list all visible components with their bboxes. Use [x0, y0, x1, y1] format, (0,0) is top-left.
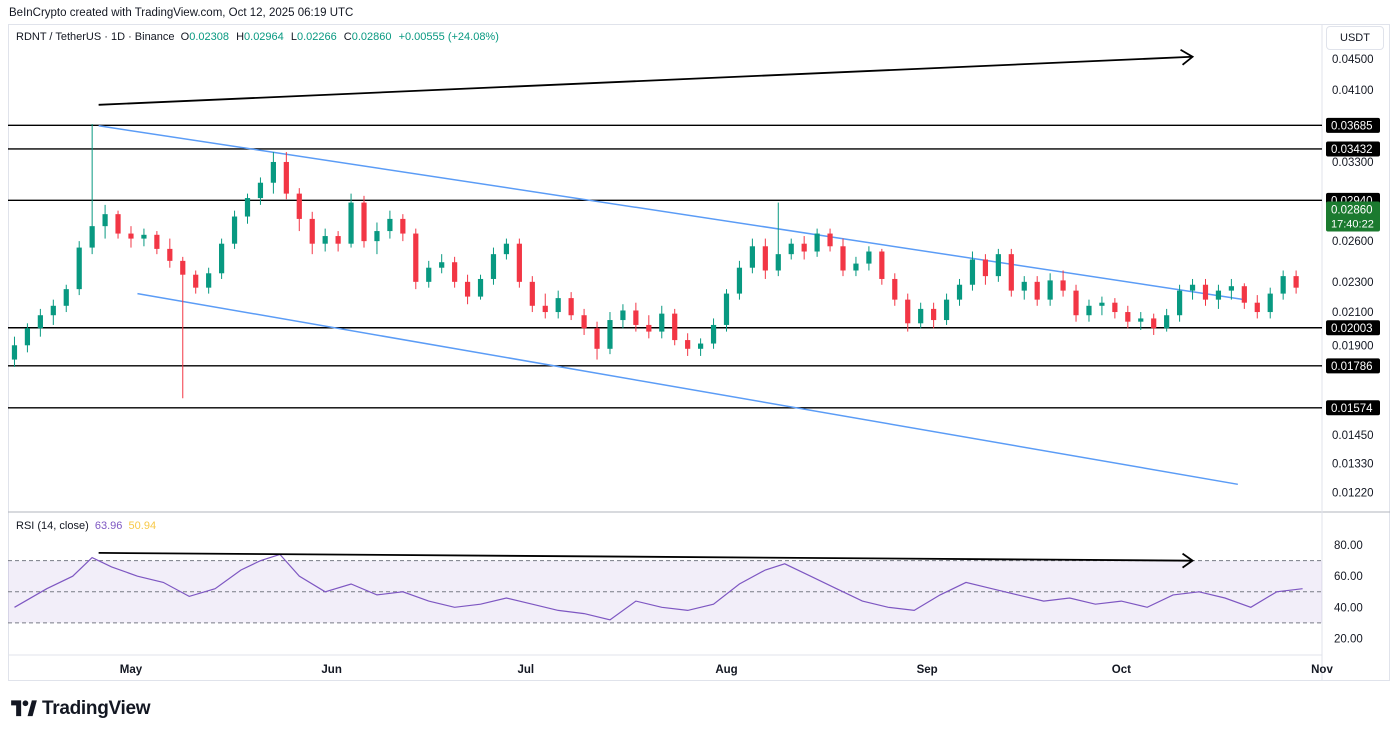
open-label: O — [180, 31, 190, 43]
brand-name: TradingView — [42, 698, 151, 719]
brand: TradingView — [10, 698, 151, 720]
change-value: +0.00555 (+24.08%) — [398, 31, 499, 43]
open-value: 0.02308 — [189, 31, 229, 43]
close-label: C — [343, 31, 352, 43]
rsi-ma-value: 50.94 — [128, 520, 157, 532]
symbol-legend: RDNT / TetherUS · 1D · Binance O0.02308 … — [16, 31, 503, 43]
chart-credit: BeInCrypto created with TradingView.com,… — [9, 7, 354, 19]
low-label: L — [290, 31, 297, 43]
high-value: 0.02964 — [244, 31, 284, 43]
low-value: 0.02266 — [296, 31, 337, 43]
rsi-legend: RSI (14, close) 63.96 50.94 — [16, 520, 156, 532]
close-value: 0.02860 — [351, 31, 392, 43]
rsi-value: 63.96 — [94, 520, 123, 532]
rsi-label: RSI (14, close) — [16, 520, 89, 532]
currency-button[interactable]: USDT — [1326, 26, 1384, 50]
high-label: H — [236, 31, 245, 43]
symbol-title: RDNT / TetherUS · 1D · Binance — [16, 31, 175, 43]
tradingview-logo-icon — [11, 700, 37, 717]
chart-frame — [8, 24, 1390, 681]
